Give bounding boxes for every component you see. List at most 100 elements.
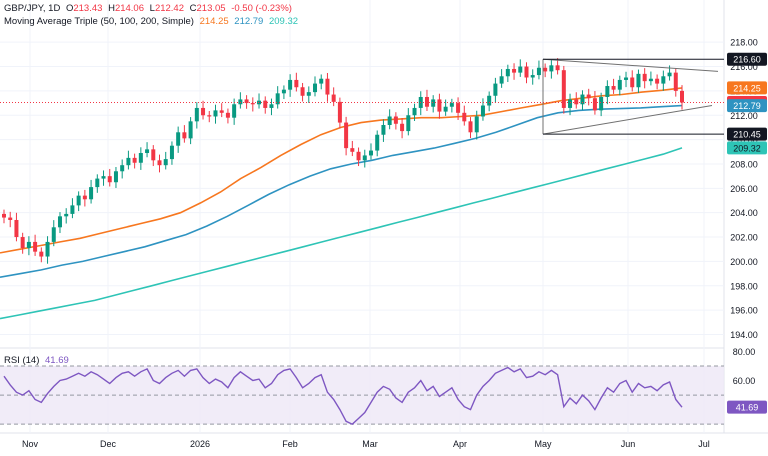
candle-body <box>337 101 342 123</box>
candle <box>636 69 641 93</box>
candle-body <box>605 86 610 97</box>
candle <box>275 86 280 109</box>
candle-body <box>493 83 498 96</box>
candle <box>493 77 498 103</box>
low-label: L <box>149 3 155 14</box>
candle <box>381 119 386 142</box>
price-badge-label: 214.25 <box>733 83 761 93</box>
y-tick-label: 202.00 <box>730 233 758 243</box>
candle-body <box>232 104 237 118</box>
candle-body <box>331 94 336 102</box>
rsi-legend-value: 41.69 <box>45 355 69 366</box>
ma100-value: 212.79 <box>234 16 264 27</box>
candle-body <box>636 73 641 88</box>
candle <box>418 91 423 116</box>
candle-body <box>375 134 380 151</box>
candle <box>257 93 262 109</box>
candle-body <box>543 67 548 72</box>
candle-body <box>138 153 143 163</box>
x-tick-label: Apr <box>453 439 467 449</box>
candle <box>300 82 305 102</box>
candle-body <box>300 87 305 96</box>
candle-body <box>207 115 212 117</box>
candle-body <box>381 124 386 135</box>
candle <box>288 74 293 97</box>
x-tick-label: Mar <box>362 439 378 449</box>
price-badge-ma50: 214.25 <box>727 81 767 95</box>
candle-body <box>443 106 448 112</box>
candle-body <box>642 73 647 82</box>
candle-body <box>45 241 50 257</box>
candle <box>51 220 56 247</box>
ma200-value: 209.32 <box>268 16 299 27</box>
price-badge-ma100: 212.79 <box>727 99 767 113</box>
candle <box>325 72 330 102</box>
rsi-line <box>3 366 683 426</box>
price-badge-label: 212.79 <box>733 101 761 111</box>
y-tick-label: 204.00 <box>730 208 758 218</box>
candle <box>331 87 336 107</box>
candle-body <box>586 94 591 99</box>
candle <box>344 116 349 156</box>
ma100-line <box>0 104 683 278</box>
open-value: 213.43 <box>73 3 103 14</box>
candle-body <box>176 132 181 146</box>
candle-body <box>126 157 131 166</box>
symbol-title: GBP/JPY, 1D <box>4 3 61 14</box>
candle <box>163 151 168 170</box>
candle <box>306 86 311 103</box>
candle <box>431 95 436 113</box>
candle-body <box>250 103 255 105</box>
candle <box>549 59 554 79</box>
open-label: O <box>65 3 74 14</box>
price-badge-level: 216.60 <box>727 52 767 66</box>
triangle-upper-line <box>542 58 719 72</box>
candle-body <box>182 132 187 139</box>
candle <box>611 78 616 94</box>
candle-body <box>26 241 31 249</box>
candle <box>518 59 523 77</box>
candle <box>512 63 517 80</box>
candle-body <box>101 176 106 179</box>
y-tick-label: 200.00 <box>730 257 758 267</box>
candle <box>207 110 212 123</box>
x-tick-label: Jun <box>621 439 636 449</box>
candle <box>145 142 150 158</box>
y-tick-label: 196.00 <box>730 306 758 316</box>
candle <box>182 125 187 143</box>
candle-body <box>624 77 629 80</box>
y-tick-label: 216.00 <box>730 62 758 72</box>
candle-body <box>456 103 461 113</box>
candle-body <box>680 90 684 103</box>
candle-body <box>480 105 485 117</box>
candle-body <box>8 217 13 220</box>
candle-body <box>368 150 373 156</box>
candle <box>362 149 367 168</box>
candle <box>294 72 299 92</box>
candle-body <box>599 96 604 111</box>
candle <box>14 212 19 242</box>
candle-body <box>617 79 622 90</box>
candle-body <box>592 98 597 111</box>
candle-body <box>362 155 367 161</box>
candle <box>680 85 684 110</box>
candle-body <box>82 195 87 200</box>
candle-body <box>257 100 262 105</box>
candle <box>269 98 274 116</box>
candle <box>132 153 137 169</box>
candle <box>176 126 181 153</box>
candle-body <box>213 110 218 117</box>
candle <box>443 99 448 116</box>
candle-body <box>219 110 224 113</box>
candle-body <box>275 93 280 105</box>
candle-body <box>673 72 678 91</box>
symbol-legend: GBP/JPY, 1D O213.43 H214.06 L212.42 C213… <box>4 3 295 14</box>
candle <box>536 60 541 80</box>
rsi-title: RSI (14) <box>4 355 40 366</box>
candle-body <box>194 107 199 122</box>
rsi-y-tick-label: 60.00 <box>733 376 756 386</box>
candle-body <box>288 79 293 90</box>
rsi-badge-label: 41.69 <box>736 403 759 413</box>
candle <box>449 98 454 113</box>
